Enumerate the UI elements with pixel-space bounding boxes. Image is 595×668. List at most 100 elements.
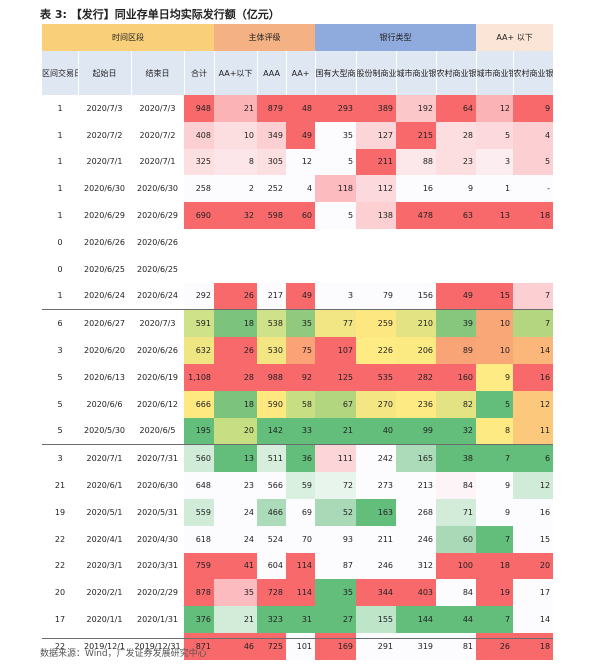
- table-cell: 535: [356, 363, 397, 391]
- group-header-below-aa: AA+ 以下: [476, 24, 554, 51]
- table-cell: 71: [436, 498, 477, 526]
- table-cell: 524: [257, 525, 286, 553]
- table-cell: 59: [286, 472, 316, 499]
- table-cell: 325: [184, 148, 214, 176]
- table-cell: 2020/6/26: [78, 228, 131, 256]
- table-cell: 93: [315, 525, 357, 553]
- table-cell: 21: [42, 472, 78, 499]
- table-cell: 1: [42, 95, 78, 122]
- table-cell: 10: [214, 121, 257, 149]
- table-cell: 690: [184, 202, 214, 229]
- table-cell: 75: [286, 337, 316, 364]
- table-cell: 14: [513, 337, 554, 364]
- table-cell: 5: [42, 363, 78, 391]
- table-cell: 35: [315, 121, 357, 149]
- column-header: AA+: [286, 51, 316, 95]
- table-row: 22 2019/12/1 2019/12/31 871 46 725 101 169 291 31…: [42, 632, 554, 660]
- table-cell: 35: [286, 309, 316, 338]
- table-cell: 478: [396, 202, 437, 229]
- table-cell: 111: [315, 444, 357, 473]
- table-cell: 2019/12/31: [131, 632, 184, 660]
- table-cell: 559: [184, 498, 214, 526]
- table-cell: 12: [476, 95, 514, 122]
- column-header: AA+以下: [214, 51, 258, 95]
- table-title: 表 3: 【发行】同业存单日均实际发行额（亿元）: [40, 8, 280, 21]
- table-cell: 9: [476, 472, 514, 499]
- table-cell: 100: [436, 552, 477, 580]
- table-cell: 165: [396, 444, 437, 473]
- table-cell: 2: [214, 175, 257, 203]
- table-cell: 9: [476, 498, 514, 526]
- table-cell: 560: [184, 444, 214, 473]
- table-cell: 268: [396, 498, 437, 526]
- table-cell: 2020/7/1: [131, 148, 184, 176]
- table-cell: 17: [513, 579, 554, 607]
- table-cell: 52: [315, 498, 357, 526]
- table-cell: 236: [396, 390, 437, 418]
- table-cell: 92: [286, 363, 316, 391]
- table-cell: 258: [184, 175, 214, 203]
- table-cell: 88: [396, 148, 437, 176]
- table-cell: 728: [257, 579, 286, 607]
- table-cell: 27: [315, 606, 357, 633]
- column-header: 起始日: [78, 51, 132, 95]
- table-cell: 26: [476, 632, 514, 660]
- table-cell: 5: [476, 390, 514, 418]
- table-cell: [184, 228, 214, 256]
- table-row: 3 2020/6/20 2020/6/26 632 26 530 75 107 226 206 89…: [42, 337, 554, 364]
- table-cell: 215: [396, 121, 437, 149]
- table-cell: 23: [436, 148, 477, 176]
- group-header-rating: 主体评级: [214, 24, 316, 51]
- table-cell: 2020/6/5: [131, 417, 184, 445]
- table-cell: 107: [315, 337, 357, 364]
- table-cell: 112: [356, 175, 397, 203]
- table-row: 22 2020/3/1 2020/3/31 759 41 604 114 87 246 312 10…: [42, 552, 554, 580]
- table-cell: [513, 228, 554, 256]
- table-cell: 18: [476, 552, 514, 580]
- table-cell: 3: [42, 337, 78, 364]
- table-cell: 13: [476, 202, 514, 229]
- table-cell: 36: [286, 444, 316, 473]
- column-header: 合计: [184, 51, 215, 95]
- table-cell: 376: [184, 606, 214, 633]
- column-header: AAA: [257, 51, 287, 95]
- table-cell: 403: [396, 579, 437, 607]
- table-cell: 35: [214, 579, 257, 607]
- group-header-bank-type: 银行类型: [315, 24, 477, 51]
- table-cell: 246: [356, 552, 397, 580]
- data-source: 数据来源：Wind，广发证券发展研究中心: [40, 649, 207, 659]
- table-cell: 8: [476, 417, 514, 445]
- table-cell: 4: [286, 175, 316, 203]
- table-cell: 246: [396, 525, 437, 553]
- table-cell: 2020/6/26: [131, 228, 184, 256]
- table-cell: 0: [42, 228, 78, 256]
- table-cell: 12: [513, 472, 554, 499]
- table-cell: 60: [286, 202, 316, 229]
- table-cell: 163: [356, 498, 397, 526]
- table-cell: 344: [356, 579, 397, 607]
- table-cell: 988: [257, 363, 286, 391]
- table-cell: 879: [257, 95, 286, 122]
- table-cell: 118: [315, 175, 357, 203]
- table-cell: 142: [257, 417, 286, 445]
- table-cell: 79: [356, 282, 397, 310]
- table-cell: 2020/2/1: [78, 579, 131, 607]
- table-cell: 114: [286, 552, 316, 580]
- table-cell: 2020/6/19: [131, 363, 184, 391]
- table-row: 1 2020/6/29 2020/6/29 690 32 598 60 5 138 478 63 13…: [42, 202, 554, 229]
- table-row: 0 2020/6/25 2020/6/25: [42, 255, 554, 283]
- table-cell: 2020/1/1: [78, 606, 131, 633]
- table-cell: [214, 255, 257, 283]
- table-cell: 64: [436, 95, 477, 122]
- table-cell: 18: [214, 390, 257, 418]
- table-cell: 511: [257, 444, 286, 473]
- table-cell: 155: [356, 606, 397, 633]
- table-cell: 24: [214, 498, 257, 526]
- table-cell: 2020/3/1: [78, 552, 131, 580]
- table-cell: 2020/6/1: [78, 472, 131, 499]
- table-cell: 77: [315, 309, 357, 338]
- column-header: 结束日: [131, 51, 185, 95]
- table-row: 20 2020/2/1 2020/2/29 878 35 728 114 35 344 403 84…: [42, 579, 554, 607]
- table-cell: 242: [356, 444, 397, 473]
- table-cell: [476, 255, 514, 283]
